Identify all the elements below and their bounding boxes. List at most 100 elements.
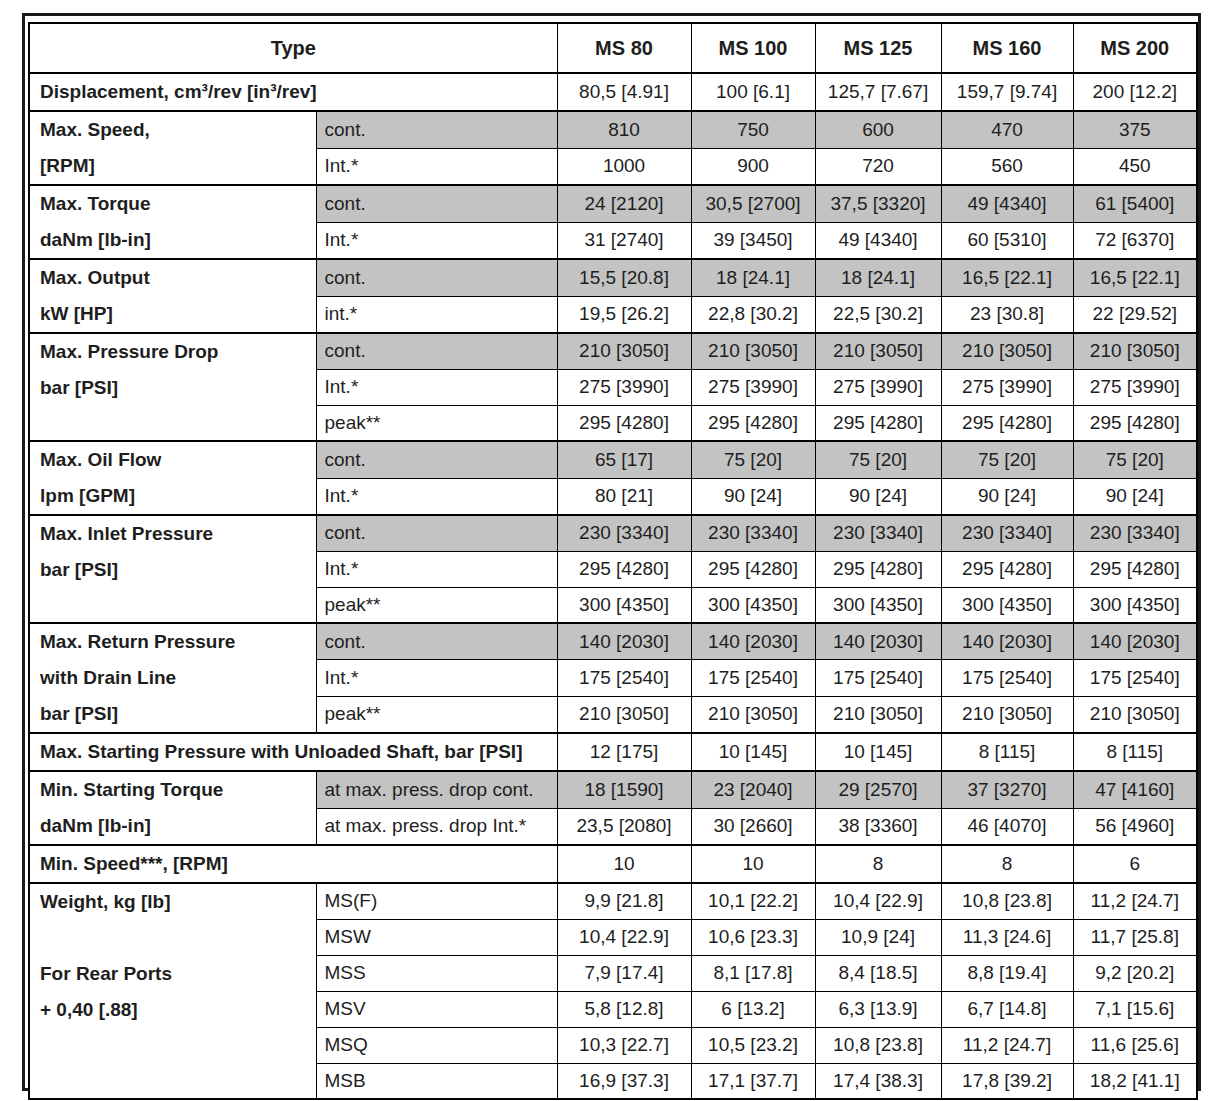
row-group-label: Weight, kg [lb] For Rear Ports+ 0,40 [.8… <box>29 883 316 1099</box>
value-cell: 37,5 [3320] <box>815 185 941 222</box>
value-cell: 295 [4280] <box>691 551 815 587</box>
row-sublabel: Int.* <box>316 478 557 515</box>
label-line: with Drain Line <box>40 660 316 696</box>
row-sublabel: Int.* <box>316 551 557 587</box>
value-cell: 300 [4350] <box>1073 587 1197 623</box>
value-cell: 210 [3050] <box>557 333 691 369</box>
value-cell: 6,3 [13.9] <box>815 991 941 1027</box>
value-cell: 8,1 [17.8] <box>691 955 815 991</box>
page-frame: Type MS 80MS 100MS 125MS 160MS 200 Displ… <box>22 13 1201 1091</box>
row-sublabel: cont. <box>316 259 557 296</box>
value-cell: 1000 <box>557 148 691 185</box>
row-sublabel: Int.* <box>316 369 557 405</box>
value-cell: 125,7 [7.67] <box>815 73 941 111</box>
row-group-label: Max. Starting Pressure with Unloaded Sha… <box>29 733 557 771</box>
column-header-ms-160: MS 160 <box>941 23 1073 73</box>
value-cell: 210 [3050] <box>941 333 1073 369</box>
value-cell: 810 <box>557 111 691 148</box>
row-sublabel: at max. press. drop cont. <box>316 771 557 808</box>
row-group-label: Displacement, cm³/rev [in³/rev] <box>29 73 557 111</box>
value-cell: 24 [2120] <box>557 185 691 222</box>
label-line: bar [PSI] <box>40 696 316 732</box>
value-cell: 7,9 [17.4] <box>557 955 691 991</box>
value-cell: 8 <box>941 845 1073 883</box>
value-cell: 210 [3050] <box>1073 696 1197 733</box>
label-line: lpm [GPM] <box>40 478 316 514</box>
value-cell: 140 [2030] <box>1073 623 1197 660</box>
value-cell: 29 [2570] <box>815 771 941 808</box>
value-cell: 600 <box>815 111 941 148</box>
label-line: Max. Pressure Drop <box>40 334 316 370</box>
row-sublabel: peak** <box>316 696 557 733</box>
value-cell: 300 [4350] <box>691 587 815 623</box>
value-cell: 10 <box>691 845 815 883</box>
spec-table: Type MS 80MS 100MS 125MS 160MS 200 Displ… <box>28 22 1198 1100</box>
value-cell: 210 [3050] <box>941 696 1073 733</box>
column-header-ms-100: MS 100 <box>691 23 815 73</box>
value-cell: 275 [3990] <box>941 369 1073 405</box>
value-cell: 23 [30.8] <box>941 296 1073 333</box>
value-cell: 11,2 [24.7] <box>1073 883 1197 919</box>
value-cell: 11,6 [25.6] <box>1073 1027 1197 1063</box>
value-cell: 75 [20] <box>815 441 941 478</box>
table-row: Max. Oil Flowlpm [GPM]cont.65 [17]75 [20… <box>29 441 1197 478</box>
value-cell: 450 <box>1073 148 1197 185</box>
value-cell: 46 [4070] <box>941 808 1073 845</box>
row-sublabel: cont. <box>316 441 557 478</box>
value-cell: 49 [4340] <box>815 222 941 259</box>
label-line: Weight, kg [lb] <box>40 884 316 920</box>
value-cell: 10,8 [23.8] <box>941 883 1073 919</box>
label-line: + 0,40 [.88] <box>40 992 316 1028</box>
value-cell: 31 [2740] <box>557 222 691 259</box>
value-cell: 10 <box>557 845 691 883</box>
header-row: Type MS 80MS 100MS 125MS 160MS 200 <box>29 23 1197 73</box>
label-line: Max. Output <box>40 260 316 296</box>
label-line: Max. Starting Pressure with Unloaded Sha… <box>40 734 557 770</box>
value-cell: 10,4 [22.9] <box>557 919 691 955</box>
value-cell: 75 [20] <box>1073 441 1197 478</box>
value-cell: 8 [115] <box>1073 733 1197 771</box>
value-cell: 90 [24] <box>1073 478 1197 515</box>
value-cell: 38 [3360] <box>815 808 941 845</box>
value-cell: 16,5 [22.1] <box>941 259 1073 296</box>
row-sublabel: cont. <box>316 623 557 660</box>
value-cell: 10,5 [23.2] <box>691 1027 815 1063</box>
value-cell: 90 [24] <box>815 478 941 515</box>
value-cell: 140 [2030] <box>691 623 815 660</box>
row-sublabel: MSQ <box>316 1027 557 1063</box>
label-line: Max. Speed, <box>40 112 316 148</box>
row-sublabel: MSS <box>316 955 557 991</box>
value-cell: 140 [2030] <box>941 623 1073 660</box>
value-cell: 175 [2540] <box>815 660 941 697</box>
value-cell: 470 <box>941 111 1073 148</box>
value-cell: 80 [21] <box>557 478 691 515</box>
value-cell: 17,4 [38.3] <box>815 1063 941 1099</box>
value-cell: 16,9 [37.3] <box>557 1063 691 1099</box>
value-cell: 560 <box>941 148 1073 185</box>
value-cell: 18,2 [41.1] <box>1073 1063 1197 1099</box>
value-cell: 275 [3990] <box>691 369 815 405</box>
value-cell: 16,5 [22.1] <box>1073 259 1197 296</box>
value-cell: 175 [2540] <box>941 660 1073 697</box>
value-cell: 6 <box>1073 845 1197 883</box>
row-sublabel: MSV <box>316 991 557 1027</box>
table-row: Max. Starting Pressure with Unloaded Sha… <box>29 733 1197 771</box>
value-cell: 10,1 [22.2] <box>691 883 815 919</box>
table-row: Max. Speed,[RPM]cont.810750600470375 <box>29 111 1197 148</box>
value-cell: 10,6 [23.3] <box>691 919 815 955</box>
row-sublabel: at max. press. drop Int.* <box>316 808 557 845</box>
value-cell: 75 [20] <box>691 441 815 478</box>
value-cell: 159,7 [9.74] <box>941 73 1073 111</box>
value-cell: 19,5 [26.2] <box>557 296 691 333</box>
value-cell: 210 [3050] <box>815 333 941 369</box>
value-cell: 6,7 [14.8] <box>941 991 1073 1027</box>
value-cell: 375 <box>1073 111 1197 148</box>
label-line: Max. Return Pressure <box>40 624 316 660</box>
value-cell: 72 [6370] <box>1073 222 1197 259</box>
value-cell: 15,5 [20.8] <box>557 259 691 296</box>
row-sublabel: int.* <box>316 296 557 333</box>
row-sublabel: cont. <box>316 333 557 369</box>
value-cell: 10 [145] <box>691 733 815 771</box>
value-cell: 175 [2540] <box>691 660 815 697</box>
value-cell: 8,8 [19.4] <box>941 955 1073 991</box>
